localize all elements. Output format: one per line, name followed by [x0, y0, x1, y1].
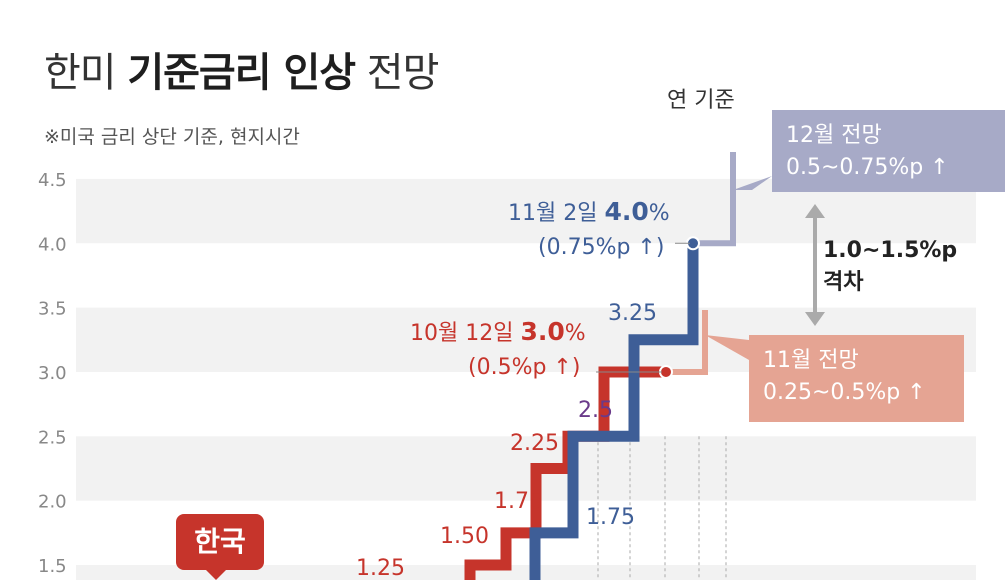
y-tick-label: 2.0: [38, 492, 67, 513]
y-tick-label: 4.5: [38, 170, 67, 191]
us-latest-change: (0.75%p ↑): [538, 235, 664, 260]
kr-latest-annotation: 10월 12일 3.0%: [410, 317, 586, 346]
y-tick-label: 4.0: [38, 234, 67, 255]
us-latest-rate: 4.0: [604, 197, 648, 226]
kr-forecast-title: 11월 전망: [763, 348, 859, 373]
kr-latest-pct: %: [565, 321, 586, 346]
us-latest-annotation: 11월 2일 4.0%: [508, 197, 670, 226]
us-value-label: 2.5: [578, 398, 613, 423]
gap-arrow-head-down: [805, 312, 825, 326]
us-forecast-title: 12월 전망: [786, 123, 882, 148]
us-latest-date: 11월 2일: [508, 201, 604, 226]
kr-forecast-box: 11월 전망 0.25~0.5%p ↑: [749, 335, 964, 422]
kr-value-label: 1.75: [494, 489, 543, 514]
kr-value-label: 1.25: [356, 556, 405, 580]
us-rate-line: [529, 243, 699, 580]
korea-badge-tail: [204, 568, 228, 580]
kr-value-label: 1.50: [440, 524, 489, 549]
kr-value-label: 2.25: [510, 431, 559, 456]
gap-arrow-head-up: [805, 204, 825, 218]
y-tick-label: 1.5: [38, 556, 67, 577]
us-forecast-connector: [693, 152, 736, 247]
kr-forecast-pointer: [705, 335, 749, 360]
korea-badge: 한국: [176, 514, 264, 570]
unit-basis-label: 연 기준: [667, 88, 735, 113]
kr-forecast-connector: [666, 310, 708, 375]
kr-latest-rate: 3.0: [520, 317, 564, 346]
us-latest-pct: %: [649, 201, 670, 226]
y-tick-label: 3.5: [38, 299, 67, 320]
y-tick-label: 3.0: [38, 363, 67, 384]
kr-forecast-range: 0.25~0.5%p ↑: [763, 380, 926, 405]
kr-latest-change: (0.5%p ↑): [468, 355, 580, 380]
rate-gap-label: 1.0~1.5%p 격차: [823, 238, 958, 295]
us-forecast-box: 12월 전망 0.5~0.75%p ↑: [772, 110, 1005, 192]
y-tick-label: 2.5: [38, 427, 67, 448]
us-forecast-range: 0.5~0.75%p ↑: [786, 155, 949, 180]
grid-band: [76, 565, 976, 580]
grid-band: [76, 436, 976, 501]
kr-latest-date: 10월 12일: [410, 321, 520, 346]
us-forecast-pointer: [733, 176, 772, 190]
us-value-label: 3.25: [608, 301, 657, 326]
page-title: 한미 기준금리 인상 전망: [44, 50, 439, 96]
us-value-label: 1.75: [586, 505, 635, 530]
chart-subtitle: ※미국 금리 상단 기준, 현지시간: [44, 126, 300, 148]
